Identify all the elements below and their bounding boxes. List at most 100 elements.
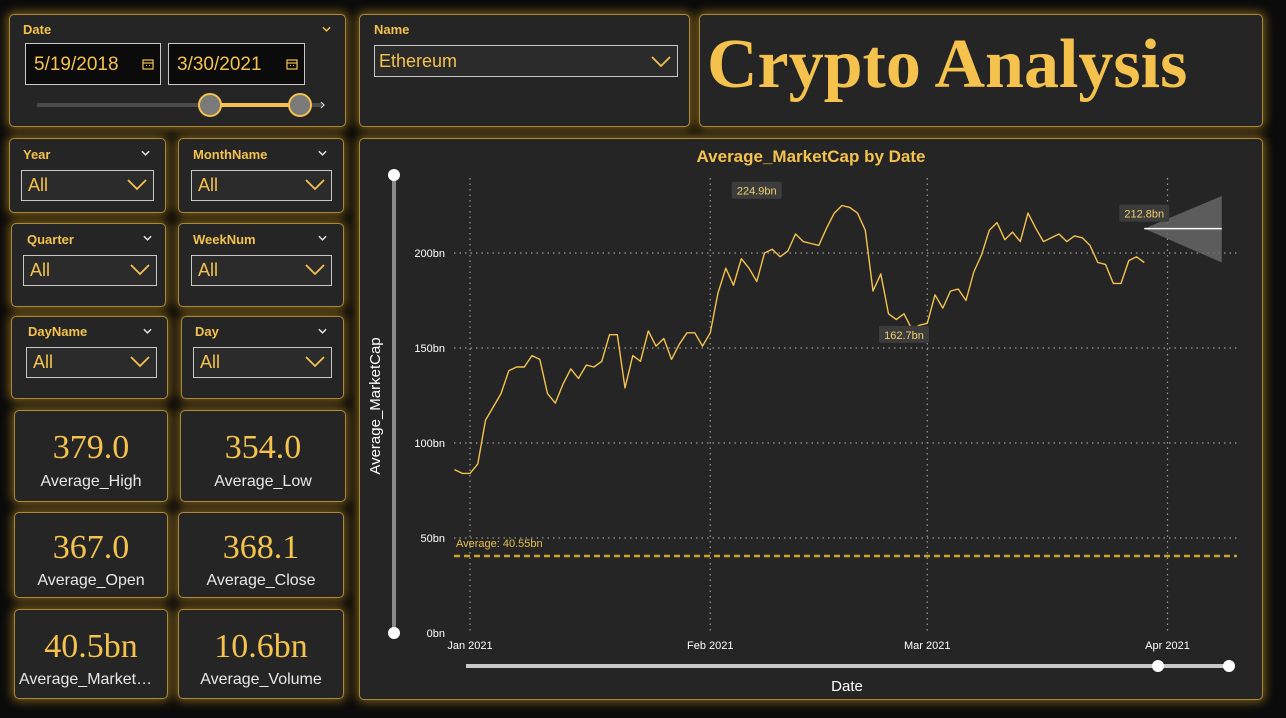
chevron-down-icon	[130, 356, 150, 368]
date-slicer: Date 5/19/2018 3/30/2021	[9, 14, 346, 127]
calendar-icon[interactable]	[142, 58, 154, 70]
x-zoom-right-handle[interactable]	[1223, 660, 1235, 672]
kpi-card-average-volume: 10.6bn Average_Volume	[178, 609, 344, 699]
weeknum-dropdown[interactable]: All	[191, 255, 332, 286]
chevron-down-icon	[305, 179, 325, 191]
kpi-card-average-open: 367.0 Average_Open	[14, 512, 168, 598]
kpi-card-average-close: 368.1 Average_Close	[178, 512, 344, 598]
year-value: All	[28, 175, 49, 195]
quarter-slicer: Quarter All	[11, 223, 166, 307]
dayname-slicer: DayName All	[11, 316, 168, 399]
year-slicer: Year All	[9, 138, 166, 213]
end-date-value: 3/30/2021	[177, 54, 262, 75]
year-dropdown[interactable]: All	[21, 170, 154, 201]
x-tick-label: Apr 2021	[1145, 640, 1190, 652]
weeknum-slicer: WeekNum All	[178, 223, 344, 307]
data-label: 224.9bn	[737, 186, 777, 198]
average-reference-label: Average: 40.55bn	[456, 538, 543, 550]
marketcap-series-line	[454, 204, 1145, 475]
kpi-card-average-marketcap: 40.5bn Average_MarketCap	[14, 609, 168, 699]
chevron-down-icon	[127, 179, 147, 191]
range-start-handle[interactable]	[198, 93, 222, 117]
monthname-slicer-title: MonthName	[193, 147, 268, 162]
kpi-card-average-high: 379.0 Average_High	[14, 410, 168, 502]
report-title: Crypto Analysis	[707, 26, 1188, 103]
kpi-value: 354.0	[224, 429, 302, 466]
chevron-down-icon	[130, 264, 150, 276]
x-zoom-left-handle[interactable]	[1152, 660, 1164, 672]
y-tick-label: 200bn	[414, 248, 445, 260]
dayname-dropdown[interactable]: All	[26, 347, 157, 378]
title-panel: Crypto Analysis	[699, 14, 1263, 127]
x-tick-label: Mar 2021	[904, 640, 950, 652]
date-slicer-title: Date	[23, 22, 52, 37]
data-label: 212.8bn	[1124, 209, 1164, 221]
name-dropdown-value: Ethereum	[379, 51, 458, 71]
y-zoom-top-handle[interactable]	[388, 169, 400, 181]
start-date-input[interactable]: 5/19/2018	[25, 43, 161, 85]
dayname-value: All	[33, 352, 54, 372]
y-tick-label: 100bn	[414, 438, 445, 450]
quarter-slicer-title: Quarter	[27, 232, 74, 247]
kpi-label: Average_Volume	[200, 671, 322, 688]
chevron-down-icon[interactable]	[143, 234, 152, 243]
kpi-label: Average_Low	[214, 473, 312, 490]
monthname-value: All	[198, 175, 219, 195]
x-zoom-slider[interactable]	[466, 660, 1235, 672]
chart-title: Average_MarketCap by Date	[697, 147, 926, 166]
data-label-box	[879, 325, 929, 343]
chevron-down-icon[interactable]	[141, 149, 150, 158]
kpi-label: Average_MarketCap	[19, 671, 163, 688]
date-range-slider[interactable]	[30, 91, 330, 121]
kpi-value: 40.5bn	[44, 628, 138, 665]
range-end-handle[interactable]	[288, 93, 312, 117]
data-label-box	[731, 181, 782, 199]
chart-x-axis-label: Date	[831, 678, 863, 695]
kpi-value: 368.1	[222, 529, 300, 566]
day-slicer-title: Day	[195, 324, 219, 339]
y-zoom-bottom-handle[interactable]	[388, 627, 400, 639]
x-tick-label: Feb 2021	[687, 640, 733, 652]
weeknum-slicer-title: WeekNum	[193, 232, 256, 247]
y-zoom-slider[interactable]	[388, 169, 400, 639]
kpi-label: Average_Close	[206, 572, 316, 589]
marketcap-line-chart: Average_MarketCap by Date Average_Market…	[367, 147, 1237, 695]
chevron-down-icon[interactable]	[318, 149, 327, 158]
monthname-dropdown[interactable]: All	[191, 170, 332, 201]
quarter-value: All	[30, 260, 51, 280]
x-tick-label: Jan 2021	[447, 640, 492, 652]
kpi-label: Average_Open	[37, 572, 145, 589]
y-tick-label: 50bn	[421, 533, 445, 545]
data-label: 162.7bn	[884, 330, 924, 342]
monthname-slicer: MonthName All	[178, 138, 344, 213]
day-dropdown[interactable]: All	[193, 347, 332, 378]
name-slicer-title: Name	[374, 22, 410, 37]
dayname-slicer-title: DayName	[28, 324, 88, 339]
chevron-down-icon	[305, 264, 325, 276]
kpi-value: 379.0	[52, 429, 130, 466]
name-dropdown[interactable]: Ethereum	[374, 45, 678, 77]
end-date-input[interactable]: 3/30/2021	[168, 43, 305, 85]
name-slicer: Name Ethereum	[359, 14, 690, 127]
kpi-card-average-low: 354.0 Average_Low	[180, 410, 346, 502]
quarter-dropdown[interactable]: All	[23, 255, 157, 286]
kpi-value: 367.0	[52, 529, 130, 566]
y-tick-label: 150bn	[414, 343, 445, 355]
start-date-value: 5/19/2018	[34, 54, 119, 75]
y-tick-label: 0bn	[427, 628, 445, 640]
marketcap-chart-panel: Average_MarketCap by Date Average_Market…	[359, 138, 1263, 700]
calendar-icon[interactable]	[286, 58, 298, 70]
kpi-label: Average_High	[40, 473, 142, 490]
data-label-box	[1119, 204, 1170, 222]
weeknum-value: All	[198, 260, 219, 280]
chevron-down-icon	[651, 56, 671, 68]
chevron-down-icon[interactable]	[143, 327, 152, 336]
kpi-value: 10.6bn	[214, 628, 308, 665]
day-value: All	[200, 352, 221, 372]
chevron-down-icon[interactable]	[318, 234, 327, 243]
chart-y-axis-label: Average_MarketCap	[367, 337, 384, 474]
chevron-down-icon[interactable]	[322, 25, 331, 34]
year-slicer-title: Year	[23, 147, 51, 162]
chevron-down-icon[interactable]	[318, 327, 327, 336]
chevron-down-icon	[305, 356, 325, 368]
